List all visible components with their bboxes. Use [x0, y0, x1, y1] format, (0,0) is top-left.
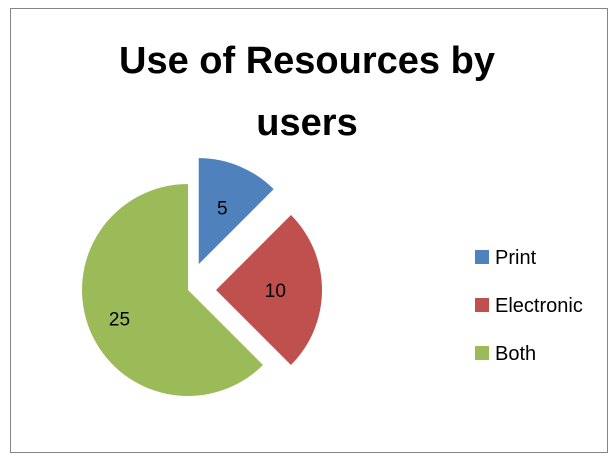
- chart-title-line-2: users: [256, 102, 358, 144]
- legend-swatch-electronic: [475, 298, 489, 312]
- data-label-electronic: 10: [265, 281, 286, 302]
- legend-swatch-print: [475, 250, 489, 264]
- pie-slice-electronic: [216, 215, 322, 365]
- legend-label-electronic: Electronic: [495, 295, 583, 317]
- legend-label-print: Print: [495, 247, 537, 269]
- data-label-print: 5: [217, 198, 228, 219]
- legend-label-both: Both: [495, 343, 536, 365]
- chart-title-line-1: Use of Resources by: [119, 40, 495, 82]
- data-label-both: 25: [109, 309, 130, 330]
- legend-swatch-both: [475, 346, 489, 360]
- pie-slice-print: [198, 158, 274, 265]
- chart-title: Use of Resources by users: [0, 30, 614, 154]
- pie-slice-both: [81, 184, 263, 397]
